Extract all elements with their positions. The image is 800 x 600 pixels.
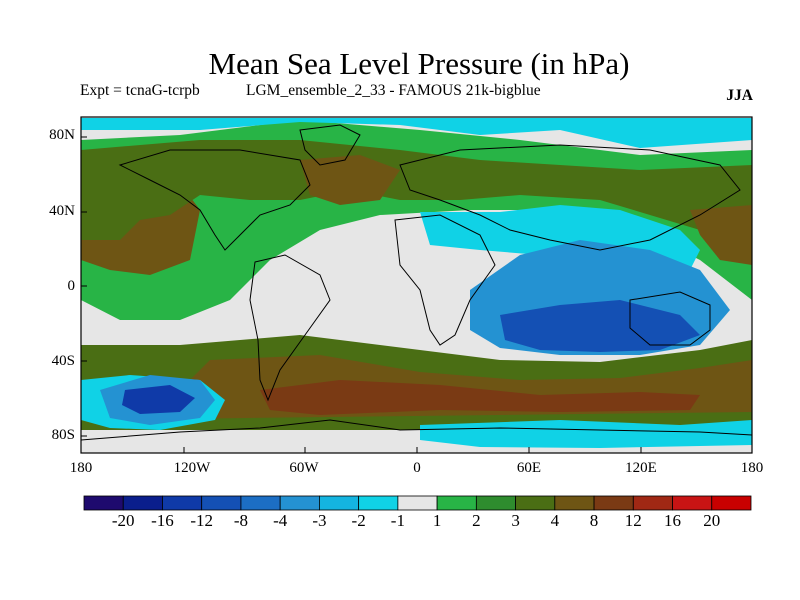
colorbar-swatch — [319, 495, 360, 511]
map-ticks — [81, 136, 642, 453]
coast-australia — [629, 291, 711, 346]
coast-greenland — [299, 124, 361, 166]
colorbar-label: -2 — [351, 511, 366, 530]
lat-label-80s: 80S — [51, 427, 75, 443]
colorbar-label: 12 — [624, 511, 642, 530]
field-region-indian-deep-blue — [500, 300, 700, 352]
coastlines — [81, 124, 752, 441]
colorbar — [83, 495, 752, 511]
lat-label-40s: 40S — [51, 353, 75, 369]
plot-title: Mean Sea Level Pressure (in hPa) — [208, 46, 630, 81]
colorbar-label: 4 — [550, 511, 560, 530]
colorbar-swatch — [475, 495, 516, 511]
lon-label-60w: 60W — [289, 460, 319, 476]
colorbar-label: 1 — [432, 511, 442, 530]
colorbar-swatch — [554, 495, 595, 511]
coast-eurasia — [399, 144, 741, 251]
pressure-field — [81, 117, 752, 453]
colorbar-swatch — [515, 495, 556, 511]
colorbar-swatch — [711, 495, 752, 511]
lon-label-180e: 180 — [740, 460, 764, 476]
colorbar-swatch — [358, 495, 399, 511]
colorbar-label: -3 — [312, 511, 327, 530]
colorbar-label: -8 — [233, 511, 249, 530]
lon-label-60e: 60E — [516, 460, 542, 476]
coast-south-america — [249, 254, 331, 402]
colorbar-swatch — [201, 495, 242, 511]
colorbar-label: 2 — [472, 511, 481, 530]
field-region-cyan-north — [81, 118, 752, 148]
lon-label-180w: 180 — [69, 460, 93, 476]
ensemble-label: LGM_ensemble_2_33 - FAMOUS 21k-bigblue — [246, 82, 541, 99]
experiment-label: Expt = tcnaG-tcrpb — [80, 82, 200, 99]
colorbar-swatch — [672, 495, 713, 511]
colorbar-label: 8 — [589, 511, 599, 530]
lat-label-40n: 40N — [49, 203, 75, 219]
field-region-southern-red — [260, 380, 700, 415]
lat-label-80n: 80N — [49, 127, 75, 143]
colorbar-label: -4 — [273, 511, 288, 530]
field-region-north-olive — [81, 140, 752, 240]
lon-label-0: 0 — [413, 460, 421, 476]
field-region-east-pacific-brown — [690, 205, 752, 265]
colorbar-swatch — [436, 495, 477, 511]
coast-antarctica — [81, 419, 752, 441]
colorbar-swatch — [632, 495, 673, 511]
season-label: JJA — [726, 87, 753, 104]
lon-label-120e: 120E — [625, 460, 657, 476]
colorbar-label: 16 — [664, 511, 682, 530]
colorbar-label: 3 — [511, 511, 520, 530]
colorbar-swatch — [397, 495, 438, 511]
colorbar-swatch — [162, 495, 203, 511]
coast-africa — [394, 214, 496, 346]
colorbar-label: -16 — [151, 511, 174, 530]
field-region-cyan-antarctic — [420, 420, 752, 448]
field-region-south-pacific-deep-blue — [122, 385, 195, 414]
field-region-north-atlantic-brown — [300, 155, 400, 205]
colorbar-swatch — [83, 495, 124, 511]
colorbar-label: -20 — [111, 511, 135, 530]
colorbar-swatch — [593, 495, 634, 511]
colorbar-swatch — [122, 495, 163, 511]
colorbar-label: -12 — [190, 511, 214, 530]
colorbar-swatch — [279, 495, 320, 511]
lat-label-0: 0 — [67, 278, 76, 294]
lon-label-120w: 120W — [173, 460, 211, 476]
coast-north-america — [118, 149, 311, 251]
colorbar-label: -1 — [390, 511, 405, 530]
colorbar-swatch — [240, 495, 281, 511]
colorbar-label: 20 — [703, 511, 721, 530]
